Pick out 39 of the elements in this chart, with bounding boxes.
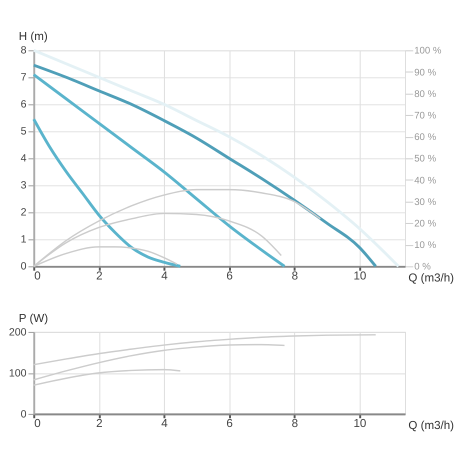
y2-tick-label: 30 %: [414, 196, 437, 208]
x-tick-label: 4: [161, 270, 168, 282]
x-axis-title: Q (m3/h): [408, 420, 454, 432]
x-tick-label: 2: [96, 418, 103, 430]
y-tick-label: 0: [20, 260, 27, 273]
y-axis-title: P (W): [18, 312, 48, 325]
y-tick-label: 0: [20, 408, 27, 420]
y-tick-label: 8: [20, 44, 27, 57]
y2-tick-label: 80 %: [414, 88, 437, 100]
x-axis-title: Q (m3/h): [408, 272, 454, 284]
y-tick-label: 3: [20, 180, 27, 192]
y2-tick-label: 0 %: [414, 262, 432, 273]
x-tick-label: 2: [96, 270, 103, 282]
y-tick-label: 5: [20, 126, 27, 138]
x-tick-label: 4: [161, 418, 168, 430]
y2-tick-label: 50 %: [414, 154, 437, 165]
y2-tick-label: 70 %: [414, 110, 437, 122]
y2-tick-label: 60 %: [414, 132, 437, 144]
y-tick-label: 6: [20, 98, 27, 111]
y2-tick-label: 10 %: [414, 240, 437, 252]
y2-tick-label: 90 %: [414, 67, 437, 78]
y2-tick-label: 20 %: [414, 218, 437, 230]
x-tick-label: 8: [292, 418, 298, 430]
y-tick-label: 200: [8, 326, 27, 338]
y2-tick-label: 40 %: [414, 175, 437, 186]
y-axis-title: H (m): [18, 31, 48, 44]
y-tick-label: 4: [20, 152, 27, 165]
y-tick-label: 7: [20, 72, 27, 84]
x-tick-label: 6: [226, 418, 233, 430]
x-tick-label: 10: [353, 270, 366, 282]
y-tick-label: 100: [8, 367, 27, 380]
x-tick-label: 0: [34, 270, 41, 282]
x-tick-label: 0: [34, 418, 41, 430]
y-tick-label: 2: [20, 206, 27, 219]
y-tick-label: 1: [20, 234, 27, 246]
x-tick-label: 8: [292, 270, 298, 282]
y2-tick-label: 100 %: [414, 46, 442, 57]
x-tick-label: 6: [226, 270, 233, 282]
x-tick-label: 10: [353, 418, 366, 430]
